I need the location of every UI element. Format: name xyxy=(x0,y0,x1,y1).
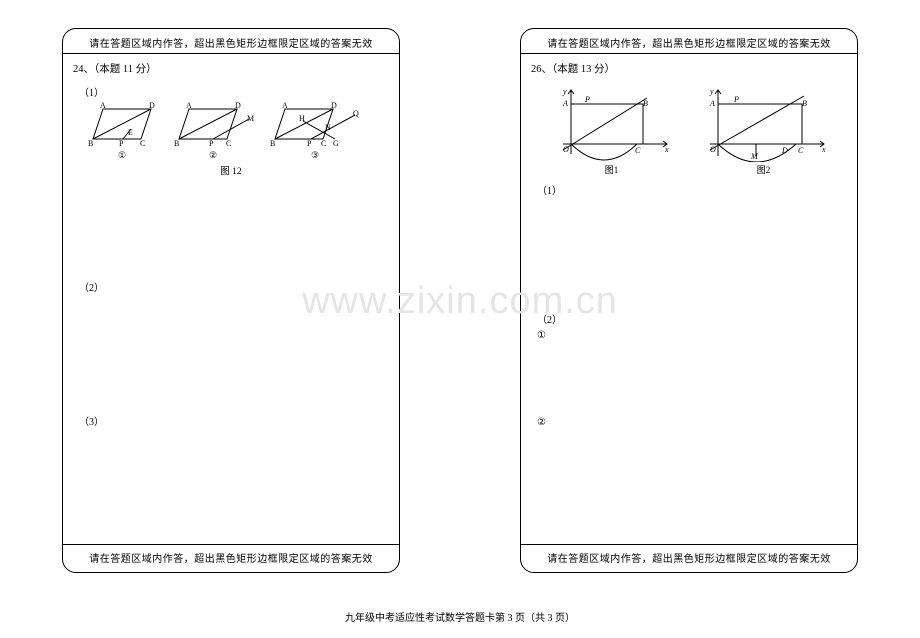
svg-text:M: M xyxy=(247,114,254,123)
q24-fig-2-svg: A D B C P M xyxy=(169,101,257,149)
q24-sub-3: （3） xyxy=(79,413,389,428)
card-body-left: 24、（本题 11 分） （1） A D B xyxy=(63,53,399,546)
svg-text:y: y xyxy=(562,87,567,96)
svg-text:D: D xyxy=(331,101,337,110)
q26-fig-1: O A P B C x y 图1 xyxy=(549,84,674,176)
q24-fig-2-label: ② xyxy=(209,150,217,161)
svg-text:D: D xyxy=(781,146,788,155)
svg-text:C: C xyxy=(226,139,231,148)
q26-sub-1: （1） xyxy=(537,182,847,197)
svg-text:A: A xyxy=(100,101,106,110)
svg-text:O: O xyxy=(710,145,716,154)
svg-text:x: x xyxy=(821,145,826,154)
q26-fig-1-svg: O A P B C x y xyxy=(549,84,674,162)
svg-text:D: D xyxy=(149,101,155,110)
q26-sub-2: （2） xyxy=(537,311,847,326)
svg-text:A: A xyxy=(709,99,715,108)
svg-text:P: P xyxy=(584,95,590,104)
svg-text:C: C xyxy=(321,139,326,148)
svg-text:C: C xyxy=(140,139,145,148)
q24-fig-caption: 图 12 xyxy=(73,163,389,177)
svg-text:B: B xyxy=(643,99,648,108)
card-body-right: 26、（本题 13 分） xyxy=(521,53,857,546)
svg-text:D: D xyxy=(235,101,241,110)
svg-text:x: x xyxy=(664,145,669,154)
q24-fig-1: A D B C P E ① xyxy=(83,101,161,161)
svg-text:E: E xyxy=(128,128,133,137)
q26-fig-2-label: 图2 xyxy=(757,163,771,176)
q24-fig-3: A D B C P G H N Q ③ xyxy=(265,101,365,161)
q24-fig-2: A D B C P M ② xyxy=(169,101,257,161)
svg-text:B: B xyxy=(270,139,275,148)
q26-circ-2: ② xyxy=(537,417,847,428)
q24-sub-2: （2） xyxy=(79,279,389,294)
card-footer-right: 请在答题区域内作答，超出黑色矩形边框限定区域的答案无效 xyxy=(521,544,857,572)
svg-text:P: P xyxy=(307,139,312,148)
answer-card-right: 请在答题区域内作答，超出黑色矩形边框限定区域的答案无效 26、（本题 13 分） xyxy=(520,28,858,573)
svg-text:P: P xyxy=(733,95,739,104)
q24-figures: A D B C P E ① xyxy=(83,101,389,161)
svg-text:Q: Q xyxy=(353,109,359,118)
q26-fig-2-svg: O A P B C D M x y xyxy=(696,84,831,162)
svg-text:M: M xyxy=(750,152,759,161)
svg-text:A: A xyxy=(186,101,192,110)
svg-text:B: B xyxy=(802,99,807,108)
svg-text:G: G xyxy=(333,139,339,148)
q24-fig-1-svg: A D B C P E xyxy=(83,101,161,149)
q24-fig-3-label: ③ xyxy=(311,150,319,161)
question-26-title: 26、（本题 13 分） xyxy=(531,61,847,76)
card-header-right: 请在答题区域内作答，超出黑色矩形边框限定区域的答案无效 xyxy=(521,29,857,54)
svg-text:A: A xyxy=(282,101,288,110)
card-header-left: 请在答题区域内作答，超出黑色矩形边框限定区域的答案无效 xyxy=(63,29,399,54)
svg-text:P: P xyxy=(119,139,124,148)
q26-fig-1-label: 图1 xyxy=(605,163,619,176)
question-24-title: 24、（本题 11 分） xyxy=(73,61,389,76)
svg-text:y: y xyxy=(709,87,714,96)
card-footer-left: 请在答题区域内作答，超出黑色矩形边框限定区域的答案无效 xyxy=(63,544,399,572)
svg-text:A: A xyxy=(562,99,568,108)
svg-text:N: N xyxy=(325,123,331,132)
page-footer: 九年级中考适应性考试数学答题卡第 3 页（共 3 页） xyxy=(0,609,920,624)
q26-circ-1: ① xyxy=(537,330,847,341)
answer-card-left: 请在答题区域内作答，超出黑色矩形边框限定区域的答案无效 24、（本题 11 分）… xyxy=(62,28,400,573)
svg-text:H: H xyxy=(299,114,305,123)
svg-text:B: B xyxy=(174,139,179,148)
q24-fig-3-svg: A D B C P G H N Q xyxy=(265,101,365,149)
svg-text:C: C xyxy=(798,146,804,155)
svg-text:B: B xyxy=(88,139,93,148)
svg-text:O: O xyxy=(563,145,569,154)
svg-text:P: P xyxy=(209,139,214,148)
q24-sub-1: （1） xyxy=(79,84,389,99)
svg-text:C: C xyxy=(635,146,641,155)
q26-fig-2: O A P B C D M x y 图2 xyxy=(696,84,831,176)
page-container: 请在答题区域内作答，超出黑色矩形边框限定区域的答案无效 24、（本题 11 分）… xyxy=(0,28,920,573)
q26-figures: O A P B C x y 图1 xyxy=(549,84,847,176)
q24-fig-1-label: ① xyxy=(118,150,126,161)
